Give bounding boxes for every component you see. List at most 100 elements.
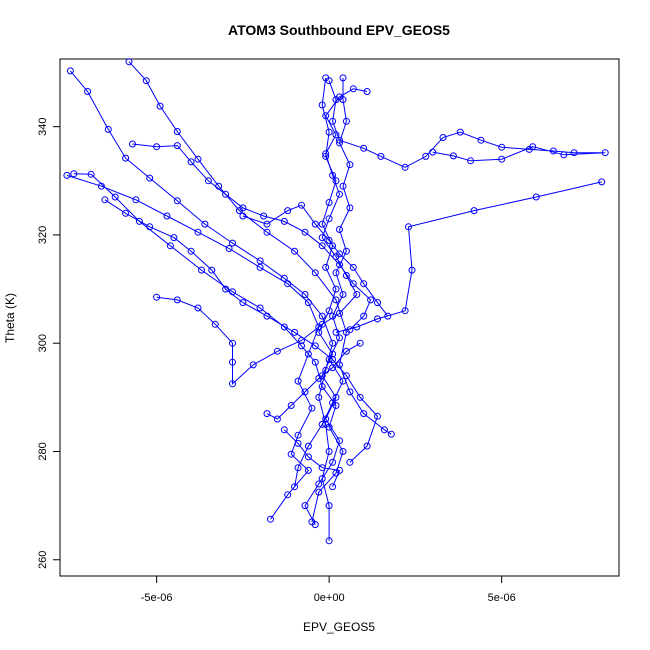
- data-point: [263, 220, 271, 228]
- data-point: [132, 196, 140, 204]
- data-point: [325, 128, 333, 136]
- data-point: [339, 291, 347, 298]
- data-point: [322, 74, 330, 82]
- data-point: [280, 426, 288, 434]
- data-point: [311, 342, 319, 350]
- data-point: [325, 356, 333, 363]
- data-point: [239, 204, 247, 212]
- data-point: [380, 426, 388, 434]
- series-line: [73, 173, 344, 523]
- series-line: [294, 77, 351, 487]
- data-point: [363, 88, 371, 95]
- data-point: [63, 171, 71, 179]
- data-point: [298, 201, 305, 209]
- data-point: [294, 377, 302, 385]
- data-point: [408, 266, 416, 274]
- data-point: [311, 220, 319, 228]
- data-point: [329, 339, 337, 347]
- data-point: [374, 299, 381, 307]
- data-point: [194, 304, 202, 312]
- data-point: [163, 212, 171, 220]
- data-point: [384, 312, 392, 320]
- y-tick-label: 300: [37, 334, 49, 352]
- data-point: [239, 299, 247, 307]
- data-point: [356, 339, 364, 347]
- y-tick-label: 260: [37, 551, 49, 569]
- data-point: [329, 483, 337, 491]
- data-point: [339, 377, 347, 385]
- data-point: [301, 291, 309, 298]
- data-point: [601, 149, 609, 157]
- data-point: [308, 404, 316, 412]
- data-point: [322, 263, 330, 271]
- data-point: [315, 328, 323, 336]
- data-point: [304, 299, 312, 307]
- data-point: [346, 388, 354, 396]
- data-point: [273, 347, 281, 355]
- data-point: [280, 323, 288, 331]
- data-point: [329, 350, 337, 358]
- data-point: [263, 410, 271, 418]
- data-point: [301, 388, 309, 396]
- data-point: [194, 228, 202, 236]
- y-axis-label: Theta (K): [3, 293, 17, 343]
- data-point: [173, 296, 181, 304]
- data-point: [284, 207, 292, 215]
- x-tick-label: 5e-06: [488, 592, 516, 604]
- data-point: [194, 155, 202, 163]
- data-point: [318, 420, 326, 428]
- data-point: [187, 158, 195, 166]
- data-point: [301, 228, 309, 236]
- data-point: [263, 312, 271, 320]
- x-tick-label: -5e-06: [141, 592, 173, 604]
- series-layer: [63, 58, 609, 545]
- series-line: [156, 88, 368, 385]
- data-point: [360, 280, 368, 288]
- data-point: [304, 350, 312, 358]
- data-point: [291, 247, 299, 255]
- data-point: [336, 250, 343, 258]
- data-point: [570, 149, 578, 157]
- data-point: [377, 152, 385, 160]
- data-point: [222, 190, 230, 198]
- data-point: [336, 139, 343, 147]
- data-point: [156, 102, 164, 110]
- data-point: [249, 361, 257, 369]
- data-point: [304, 453, 312, 461]
- data-point: [198, 266, 205, 274]
- data-point: [456, 128, 464, 136]
- data-point: [470, 207, 478, 215]
- x-tick-label: 0e+00: [314, 592, 345, 604]
- data-point: [229, 239, 236, 247]
- data-point: [332, 285, 340, 293]
- data-point: [336, 190, 343, 198]
- data-point: [560, 151, 568, 159]
- data-point: [208, 266, 216, 274]
- data-point: [318, 312, 326, 320]
- series-line: [132, 143, 372, 331]
- chart-title: ATOM3 Southbound EPV_GEOS5: [228, 22, 450, 38]
- data-point: [301, 502, 309, 510]
- data-point: [260, 212, 268, 220]
- data-point: [329, 364, 337, 372]
- data-point: [325, 307, 333, 315]
- data-point: [294, 464, 302, 472]
- data-point: [280, 217, 288, 225]
- data-point: [104, 125, 112, 133]
- data-point: [315, 488, 323, 496]
- data-point: [342, 272, 350, 279]
- data-point: [325, 199, 333, 206]
- data-point: [422, 152, 430, 160]
- data-point: [387, 430, 395, 438]
- data-point: [263, 228, 271, 236]
- data-point: [342, 117, 350, 125]
- data-point: [349, 85, 357, 93]
- data-point: [294, 439, 302, 447]
- data-point: [332, 269, 340, 277]
- series-line: [242, 204, 389, 317]
- data-point: [291, 328, 299, 336]
- data-point: [405, 223, 412, 231]
- data-point: [356, 393, 364, 401]
- data-point: [318, 101, 326, 109]
- data-point: [449, 152, 457, 160]
